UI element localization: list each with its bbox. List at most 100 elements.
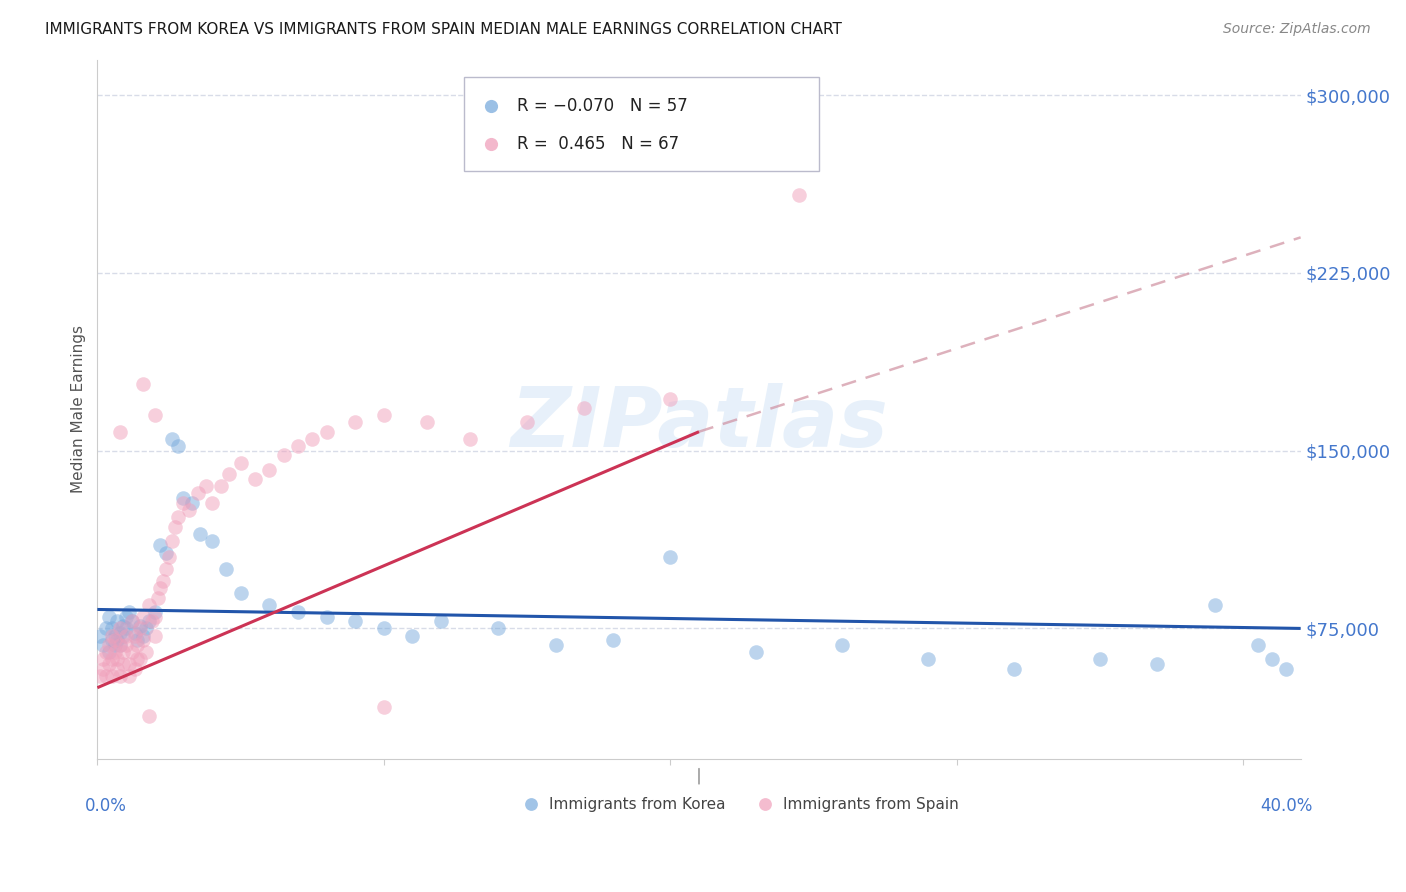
Point: [373, 699, 395, 714]
Point: [129, 619, 152, 633]
Point: [127, 652, 149, 666]
Point: [273, 449, 295, 463]
Point: [315, 425, 337, 439]
Point: [373, 408, 395, 422]
Point: [121, 615, 143, 629]
Point: [124, 626, 146, 640]
Point: [544, 638, 567, 652]
Point: [103, 628, 125, 642]
Text: 0.0%: 0.0%: [86, 797, 127, 815]
Point: [141, 615, 163, 629]
Point: [787, 187, 810, 202]
Point: [112, 619, 135, 633]
Point: [157, 550, 180, 565]
Point: [100, 669, 122, 683]
Point: [344, 415, 367, 429]
Point: [229, 456, 252, 470]
Text: Immigrants from Korea: Immigrants from Korea: [548, 797, 725, 812]
Point: [373, 622, 395, 636]
Point: [149, 581, 172, 595]
Point: [124, 628, 146, 642]
Point: [91, 652, 114, 666]
Point: [287, 439, 309, 453]
Point: [190, 526, 212, 541]
Point: [1246, 638, 1268, 652]
Text: ZIPatlas: ZIPatlas: [510, 383, 889, 464]
Point: [138, 598, 160, 612]
Point: [127, 638, 149, 652]
Point: [149, 539, 172, 553]
Point: [107, 662, 129, 676]
Point: [215, 562, 238, 576]
Point: [301, 432, 323, 446]
Text: 40.0%: 40.0%: [1260, 797, 1313, 815]
Point: [127, 633, 149, 648]
Point: [155, 562, 177, 576]
Point: [1024, 799, 1046, 814]
Point: [218, 467, 240, 482]
Point: [103, 638, 125, 652]
Point: [115, 609, 138, 624]
Text: Immigrants from Spain: Immigrants from Spain: [783, 797, 959, 812]
Point: [97, 609, 120, 624]
Point: [100, 652, 122, 666]
Point: [132, 628, 155, 642]
Point: [97, 638, 120, 652]
Point: [124, 662, 146, 676]
Point: [143, 628, 166, 642]
Point: [110, 626, 132, 640]
Point: [115, 638, 138, 652]
Point: [121, 645, 143, 659]
Point: [135, 645, 157, 659]
Point: [118, 657, 141, 671]
Point: [100, 622, 122, 636]
Point: [166, 439, 188, 453]
Point: [1002, 662, 1025, 676]
Point: [121, 615, 143, 629]
Point: [110, 669, 132, 683]
Point: [112, 657, 135, 671]
Point: [201, 533, 224, 548]
FancyBboxPatch shape: [464, 77, 820, 171]
Point: [91, 638, 114, 652]
Point: [152, 574, 174, 588]
Point: [163, 519, 186, 533]
Point: [602, 633, 624, 648]
Y-axis label: Median Male Earnings: Median Male Earnings: [72, 326, 86, 493]
Point: [1088, 652, 1111, 666]
Point: [132, 609, 155, 624]
Point: [100, 633, 122, 648]
Point: [138, 615, 160, 629]
Point: [89, 628, 111, 642]
Point: [1146, 657, 1168, 671]
Point: [143, 609, 166, 624]
Point: [243, 472, 266, 486]
Point: [94, 669, 117, 683]
Point: [172, 496, 194, 510]
Text: IMMIGRANTS FROM KOREA VS IMMIGRANTS FROM SPAIN MEDIAN MALE EARNINGS CORRELATION : IMMIGRANTS FROM KOREA VS IMMIGRANTS FROM…: [45, 22, 842, 37]
Point: [831, 638, 853, 652]
Point: [112, 645, 135, 659]
Point: [110, 622, 132, 636]
Point: [287, 605, 309, 619]
Point: [917, 652, 939, 666]
Point: [315, 609, 337, 624]
Point: [146, 591, 169, 605]
Text: R =  0.465   N = 67: R = 0.465 N = 67: [517, 135, 679, 153]
Point: [97, 645, 120, 659]
Point: [1024, 799, 1046, 814]
Point: [259, 462, 281, 476]
Point: [107, 615, 129, 629]
Point: [1204, 598, 1226, 612]
Point: [135, 622, 157, 636]
Point: [89, 669, 111, 683]
Point: [745, 645, 768, 659]
Point: [401, 628, 423, 642]
Point: [177, 503, 200, 517]
Point: [132, 377, 155, 392]
Point: [110, 638, 132, 652]
Point: [1261, 652, 1284, 666]
Point: [259, 598, 281, 612]
Point: [172, 491, 194, 505]
Point: [166, 510, 188, 524]
